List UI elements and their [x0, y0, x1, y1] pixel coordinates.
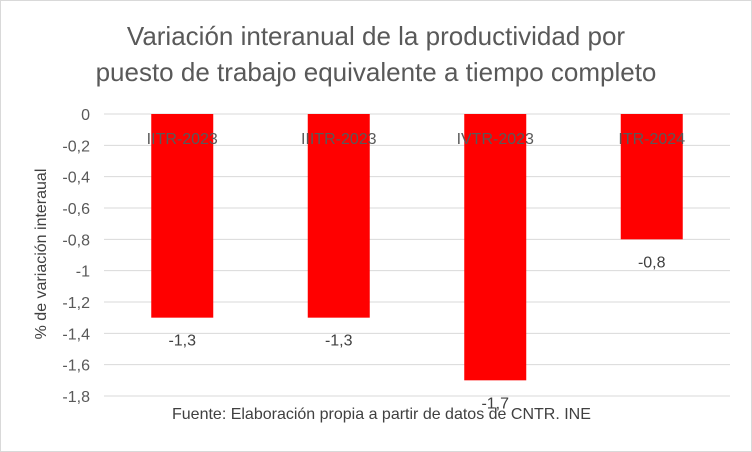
category-label: IIITR-2023	[301, 131, 377, 148]
category-label: IITR-2023	[147, 131, 218, 148]
bar	[464, 114, 527, 381]
data-label: -1,7	[481, 395, 509, 412]
data-labels: -1,3 -1,3 -1,7 -0,8	[168, 254, 665, 412]
data-label: -1,3	[325, 333, 353, 350]
bar	[620, 114, 683, 240]
chart-title-line-1: Variación interanual de la productividad…	[126, 21, 626, 51]
y-tick-label: 0	[81, 107, 90, 124]
y-tick-label: -1	[76, 264, 90, 281]
chart-title: Variación interanual de la productividad…	[0, 18, 752, 90]
y-axis-title: % de variación interaual	[33, 169, 50, 340]
category-label: ITR-2024	[618, 131, 685, 148]
y-tick-label: -1,6	[62, 358, 90, 375]
bar	[307, 114, 370, 318]
y-tick-label: -0,4	[62, 170, 90, 187]
category-label: IVTR-2023	[457, 131, 534, 148]
source-note: Fuente: Elaboración propia a partir de d…	[172, 406, 591, 423]
category-labels: IITR-2023 IIITR-2023 IVTR-2023 ITR-2024	[147, 131, 686, 148]
y-tick-label: -0,8	[62, 232, 90, 249]
bars	[151, 114, 683, 381]
y-tick-labels: 0 -0,2 -0,4 -0,6 -0,8 -1 -1,2 -1,4 -1,6 -1,8	[62, 107, 90, 406]
y-tick-label: -0,6	[62, 201, 90, 218]
y-tick-label: -1,4	[62, 326, 90, 343]
y-tick-label: -1,8	[62, 389, 90, 406]
data-label: -1,3	[168, 333, 196, 350]
bar	[151, 114, 214, 318]
y-tick-label: -0,2	[62, 138, 90, 155]
y-tick-label: -1,2	[62, 295, 90, 312]
data-label: -0,8	[638, 254, 666, 271]
chart-title-line-2: puesto de trabajo equivalente a tiempo c…	[95, 57, 657, 87]
